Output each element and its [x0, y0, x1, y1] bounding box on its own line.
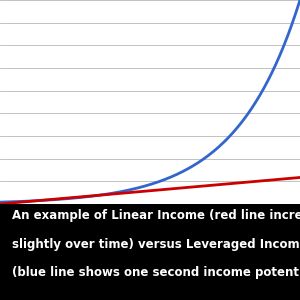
Text: slightly over time) versus Leveraged Income: slightly over time) versus Leveraged Inc…: [12, 238, 300, 250]
Text: (blue line shows one second income potential).: (blue line shows one second income poten…: [12, 266, 300, 279]
Text: An example of Linear Income (red line increases: An example of Linear Income (red line in…: [12, 209, 300, 222]
